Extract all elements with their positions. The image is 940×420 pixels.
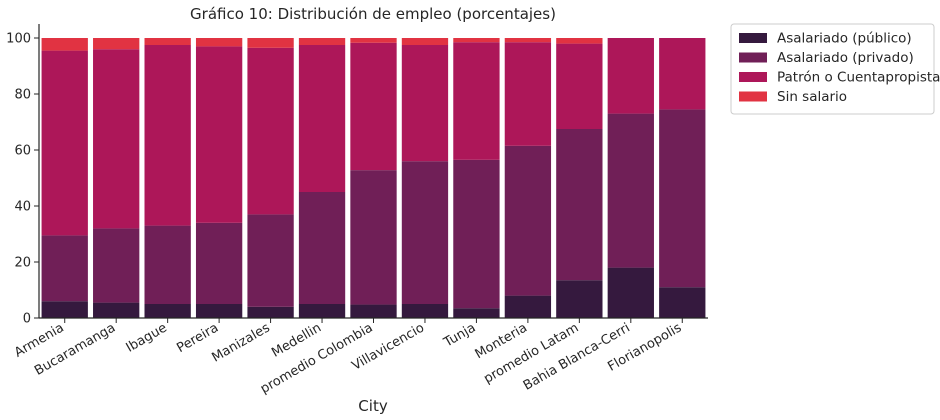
legend-label-2: Asalariado (privado): [777, 50, 914, 66]
bar-segment-4-1: [41, 38, 88, 51]
bar-segment-2-1: [41, 235, 88, 302]
y-tick-label-4: 60: [14, 144, 31, 159]
y-tick-labels: 0 20 40 60 80 100: [6, 32, 31, 327]
bar-segment-3-1: [41, 50, 88, 236]
chart-title: Gráfico 10: Distribución de empleo (porc…: [190, 5, 556, 23]
x-tick-label-5: Manizales: [209, 320, 272, 365]
bar-segment-3-4: [195, 46, 243, 223]
bar-segment-2-13: [659, 109, 706, 288]
bar-segment-2-5: [247, 214, 294, 307]
legend: Asalariado (público) Asalariado (privado)…: [730, 23, 940, 115]
bar-segment-4-4: [195, 38, 243, 47]
legend-label-4: Sin salario: [777, 89, 847, 105]
axes-layer: [34, 24, 708, 323]
y-tick-label-1: 0: [23, 312, 31, 327]
bar-segment-2-12: [607, 113, 654, 268]
x-axis-title: City: [358, 397, 388, 415]
bar-segment-3-3: [144, 45, 191, 226]
bar-segment-2-8: [401, 161, 449, 304]
bar-segment-1-7: [350, 304, 397, 318]
bar-segment-3-9: [453, 42, 500, 160]
bar-segment-4-6: [298, 38, 346, 45]
bar-segment-2-7: [350, 170, 397, 305]
x-tick-label-9: Tunja: [441, 320, 479, 351]
legend-swatch-4: [739, 91, 767, 102]
bar-segment-4-3: [144, 38, 191, 45]
bar-segment-1-2: [93, 302, 140, 318]
bar-segment-2-11: [556, 129, 603, 281]
legend-swatch-3: [739, 72, 767, 82]
bar-segment-2-2: [93, 228, 140, 303]
bar-segment-1-13: [659, 287, 706, 318]
bar-segment-4-10: [504, 38, 552, 43]
bar-segment-1-8: [401, 304, 449, 318]
bar-segment-3-7: [350, 42, 397, 171]
bar-segment-1-11: [556, 280, 603, 318]
bar-segment-2-3: [144, 225, 191, 304]
y-tick-label-3: 40: [14, 200, 31, 215]
bar-segment-1-6: [298, 304, 346, 318]
bar-segment-1-12: [607, 267, 654, 318]
bars-layer: [41, 38, 706, 318]
legend-swatch-1: [739, 33, 767, 43]
bar-segment-1-3: [144, 304, 191, 318]
bar-segment-1-5: [247, 306, 294, 318]
bar-segment-4-5: [247, 38, 294, 48]
x-tick-label-3: Ibague: [124, 320, 170, 355]
legend-swatch-2: [739, 52, 767, 63]
bar-segment-2-9: [453, 159, 500, 309]
y-tick-label-2: 20: [14, 256, 31, 271]
bar-segment-2-6: [298, 192, 346, 304]
legend-label-1: Asalariado (público): [777, 31, 912, 47]
bar-segment-2-4: [195, 222, 243, 304]
bar-segment-3-12: [607, 38, 654, 114]
legend-label-3: Patrón o Cuentapropista: [777, 70, 940, 86]
legend-frame: [730, 23, 935, 115]
bar-segment-3-13: [659, 38, 706, 110]
y-tick-label-5: 80: [14, 88, 31, 103]
bar-segment-4-9: [453, 38, 500, 43]
bar-segment-3-8: [401, 45, 449, 162]
bar-segment-1-9: [453, 308, 500, 318]
bar-segment-3-6: [298, 45, 346, 192]
bar-segment-3-11: [556, 43, 603, 129]
bar-segment-4-7: [350, 38, 397, 43]
bar-segment-3-5: [247, 47, 294, 215]
bar-segment-4-11: [556, 38, 603, 44]
bar-segment-4-2: [93, 38, 140, 50]
bar-segment-3-10: [504, 42, 552, 146]
bar-segment-2-10: [504, 145, 552, 296]
bar-segment-1-10: [504, 295, 552, 318]
bar-segment-4-8: [401, 38, 449, 45]
bar-segment-1-4: [195, 304, 243, 318]
bar-segment-3-2: [93, 49, 140, 229]
bar-segment-1-1: [41, 301, 88, 318]
y-tick-label-6: 100: [6, 32, 31, 47]
